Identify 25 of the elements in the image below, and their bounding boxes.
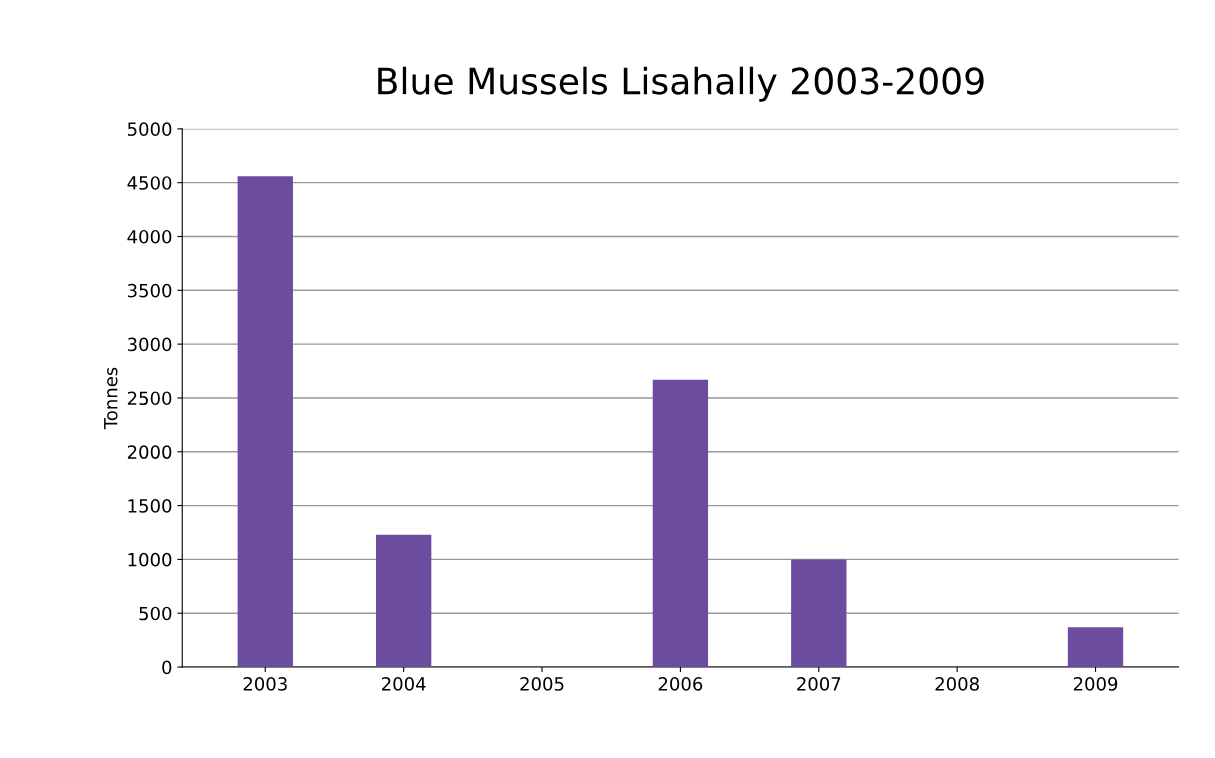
chart-title: Blue Mussels Lisahally 2003-2009 (378, 66, 984, 102)
x-tick-label: 2006 (658, 677, 703, 691)
bar (791, 559, 847, 668)
y-tick-label: 5000 (127, 122, 172, 136)
bar (652, 379, 709, 668)
y-tick-label: 500 (139, 606, 172, 621)
bar (1067, 627, 1124, 668)
y-tick-label: 4000 (127, 229, 172, 244)
x-tick-label: 2009 (1073, 677, 1118, 691)
y-tick-label: 2500 (127, 391, 172, 406)
y-tick-label: 1000 (128, 552, 172, 567)
x-tick-label: 2008 (935, 677, 979, 691)
y-tick-label: 2000 (127, 445, 172, 459)
y-tick-label: 4500 (127, 176, 172, 190)
x-tick-label: 2007 (797, 677, 841, 691)
x-tick-label: 2005 (520, 677, 564, 691)
y-tick-label: 0 (162, 660, 172, 675)
y-tick-label: 3500 (127, 283, 172, 298)
y-tick-label: 1500 (128, 499, 172, 513)
bar (237, 176, 293, 668)
y-tick-label: 3000 (127, 337, 172, 352)
bar (375, 534, 432, 668)
x-tick-label: 2003 (243, 677, 287, 691)
x-tick-label: 2004 (382, 677, 426, 691)
y-axis-title: Tonnes (104, 367, 118, 430)
